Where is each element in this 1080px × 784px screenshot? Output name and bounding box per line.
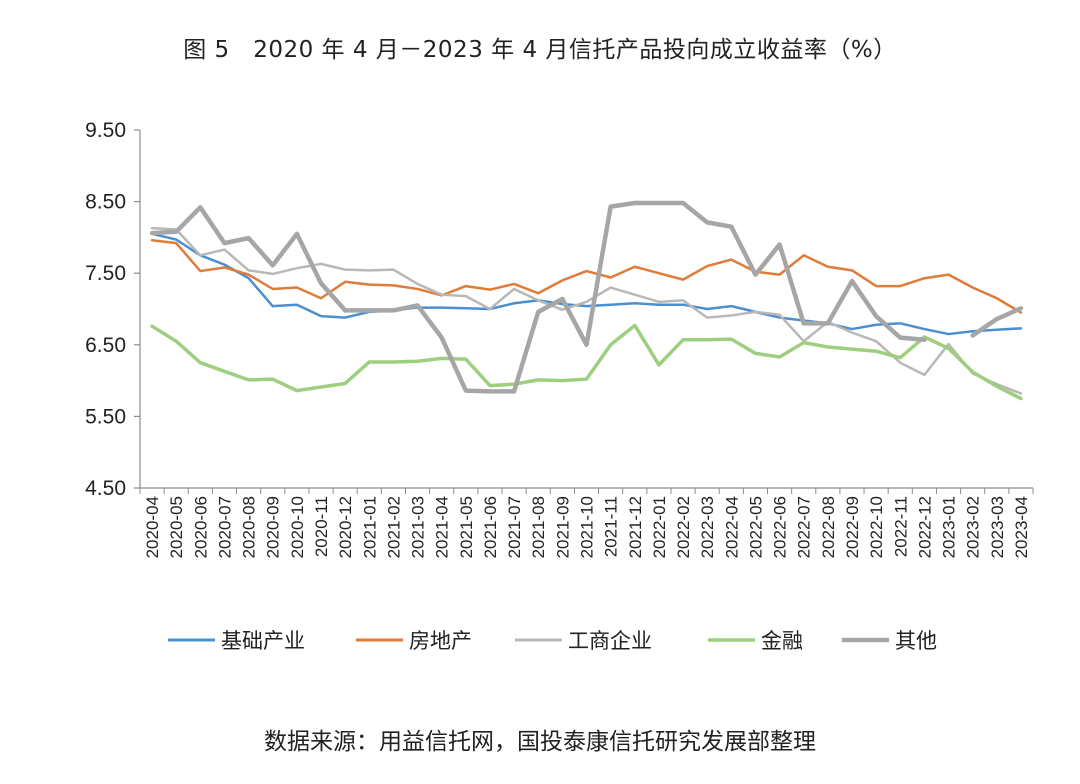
x-tick-label: 2022-07 <box>795 496 814 558</box>
series-line-3 <box>150 226 1023 395</box>
x-tick-label: 2021-03 <box>409 496 428 558</box>
series-lines <box>149 200 1024 401</box>
x-tick-label: 2020-11 <box>312 496 331 557</box>
x-tick-label: 2022-10 <box>867 496 886 558</box>
x-tick-label: 2020-09 <box>264 496 283 558</box>
legend-label: 其他 <box>895 629 937 653</box>
x-tick-label: 2021-11 <box>602 496 621 557</box>
legend-label: 金融 <box>761 629 803 653</box>
series-line-2 <box>150 239 1023 314</box>
x-tick-label: 2021-09 <box>553 496 572 558</box>
x-tick-label: 2022-02 <box>674 496 693 558</box>
x-tick-label: 2020-12 <box>336 496 355 558</box>
y-tick-label: 7.50 <box>85 262 126 285</box>
y-tick-label: 4.50 <box>85 477 126 500</box>
x-tick-label: 2020-04 <box>143 496 162 558</box>
legend-label: 工商企业 <box>568 629 652 653</box>
x-tick-label: 2021-07 <box>505 496 524 558</box>
x-tick-label: 2023-02 <box>964 496 983 558</box>
source-note: 数据来源：用益信托网，国投泰康信托研究发展部整理 <box>264 729 816 755</box>
x-tick-label: 2021-01 <box>360 496 379 558</box>
legend-label: 房地产 <box>409 629 472 653</box>
x-tick-label: 2023-01 <box>940 496 959 558</box>
y-tick-label: 9.50 <box>85 119 126 142</box>
x-tick-label: 2020-08 <box>240 496 259 558</box>
x-tick-label: 2022-12 <box>915 496 934 558</box>
chart-title: 图 5 2020 年 4 月－2023 年 4 月信托产品投向成立收益率（%） <box>183 37 897 63</box>
series-line-5 <box>149 200 1024 394</box>
x-tick-label: 2021-10 <box>578 496 597 558</box>
x-tick-label: 2020-10 <box>288 496 307 558</box>
x-tick-label: 2020-05 <box>167 496 186 558</box>
x-tick-label: 2023-03 <box>988 496 1007 558</box>
legend: 基础产业 房地产 工商企业 金融 其他 <box>168 629 937 653</box>
x-tick-label: 2022-05 <box>746 496 765 558</box>
y-tick-label: 5.50 <box>85 405 126 428</box>
x-tick-label: 2020-07 <box>215 496 234 558</box>
legend-label: 基础产业 <box>221 629 305 653</box>
x-tick-label: 2021-08 <box>529 496 548 558</box>
x-axis: 2020-04 2020-05 2020-06 2020-07 2020-08 2020-… <box>139 487 1034 558</box>
x-tick-label: 2021-06 <box>481 496 500 558</box>
series-line-4 <box>150 323 1023 401</box>
x-tick-label: 2022-09 <box>843 496 862 558</box>
x-tick-label: 2022-06 <box>771 496 790 558</box>
x-tick-label: 2021-04 <box>433 496 452 558</box>
x-tick-label: 2022-11 <box>891 496 910 557</box>
x-tick-label: 2022-03 <box>698 496 717 558</box>
x-tick-label: 2021-12 <box>626 496 645 558</box>
y-axis: 9.50 8.50 7.50 6.50 5.50 4.50 <box>85 119 141 500</box>
x-tick-label: 2022-01 <box>650 496 669 558</box>
x-tick-label: 2021-02 <box>384 496 403 558</box>
series-line-1 <box>150 232 1023 336</box>
x-tick-label: 2020-06 <box>191 496 210 558</box>
x-tick-label: 2022-08 <box>819 496 838 558</box>
y-tick-label: 8.50 <box>85 191 126 214</box>
x-tick-label: 2023-04 <box>1012 496 1031 558</box>
y-tick-label: 6.50 <box>85 334 126 357</box>
x-tick-label: 2022-04 <box>722 496 741 558</box>
x-tick-label: 2021-05 <box>457 496 476 558</box>
